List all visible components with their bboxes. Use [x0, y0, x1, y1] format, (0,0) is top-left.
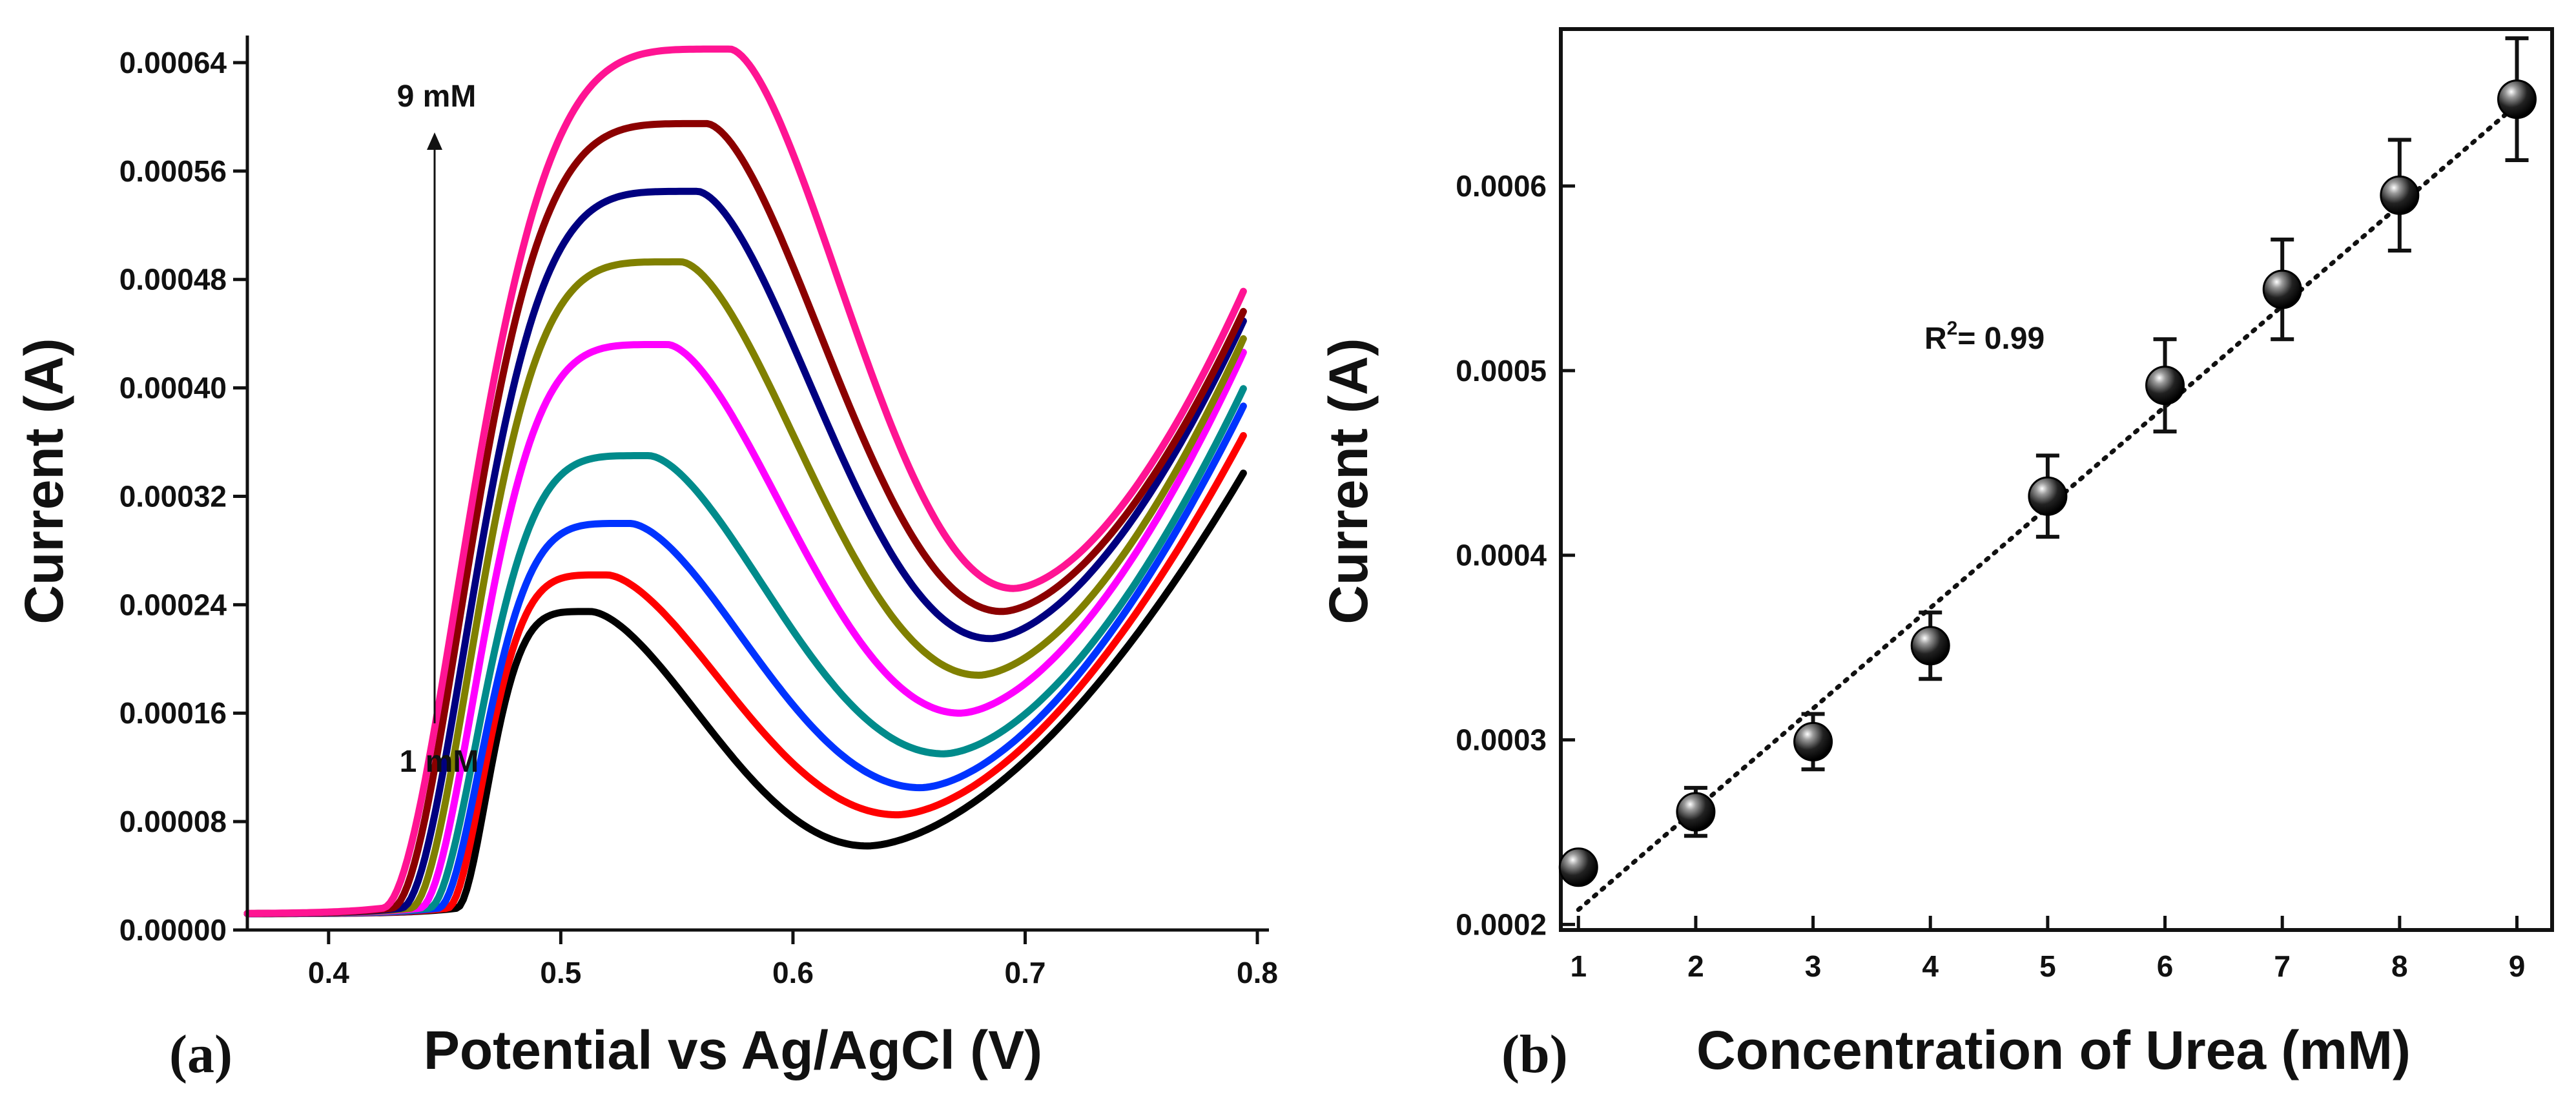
chart-b-x-ticks: 1 2 3 4 5 6 7 8 9 — [1570, 916, 2525, 983]
chart-a-x-tick-label: 0.6 — [772, 956, 814, 989]
arrow-bottom-label: 1 mM — [400, 745, 479, 779]
panel-b-label: (b) — [1501, 1024, 1568, 1084]
chart-b-data-point — [2145, 366, 2185, 406]
chart-b-data-point — [2262, 269, 2302, 309]
chart-b-y-tick-label: 0.0003 — [1456, 723, 1547, 757]
chart-a-series-line — [243, 119, 1247, 917]
chart-a-y-tick-label: 0.00016 — [119, 696, 227, 730]
chart-b-x-tick-label: 4 — [1922, 949, 1939, 983]
chart-b-data-point — [1558, 847, 1598, 887]
chart-b-frame — [1559, 27, 2554, 932]
chart-b-data-point — [2380, 175, 2420, 215]
chart-b-y-tick-label: 0.0006 — [1456, 169, 1547, 203]
chart-a-series-line — [243, 187, 1247, 917]
r-squared-symbol: R — [1924, 322, 1947, 356]
chart-a-x-tick-label: 0.7 — [1005, 956, 1046, 989]
chart-a-y-tick-label: 0.00048 — [119, 263, 227, 296]
chart-a-y-tick-label: 0.00000 — [119, 913, 227, 947]
chart-b-data-point — [1910, 626, 1950, 666]
chart-a-series-group — [243, 45, 1247, 918]
chart-b-data-point — [2028, 476, 2068, 516]
chart-a-y-ticks: 0.00000 0.00008 0.00016 0.00024 0.00032 0.000… — [119, 46, 247, 947]
chart-a-x-ticks: 0.4 0.5 0.6 0.7 0.8 — [308, 930, 1278, 989]
chart-b-x-tick-label: 9 — [2509, 949, 2526, 983]
chart-a-x-axis-title: Potential vs Ag/AgCl (V) — [424, 1020, 1042, 1080]
chart-b-data-point — [1676, 792, 1716, 832]
chart-a-series-line — [243, 341, 1247, 918]
chart-b-x-tick-label: 5 — [2039, 949, 2056, 983]
chart-a-series-line — [243, 258, 1247, 918]
chart-a-x-tick-label: 0.8 — [1237, 956, 1278, 989]
chart-a-y-tick-label: 0.00040 — [119, 371, 227, 405]
chart-b-x-tick-label: 6 — [2157, 949, 2174, 983]
chart-b-x-tick-label: 7 — [2274, 949, 2291, 983]
chart-b-x-axis-title: Concentration of Urea (mM) — [1696, 1020, 2411, 1080]
chart-b-y-tick-label: 0.0005 — [1456, 354, 1547, 388]
chart-a-series-line — [243, 432, 1247, 918]
panel-b: 0.0002 0.0003 0.0004 0.0005 0.0006 1 2 3 4 5 6 7 8 9… — [1318, 27, 2554, 1084]
chart-b-data-point — [1793, 721, 1833, 761]
chart-b-x-tick-label: 2 — [1687, 949, 1704, 983]
chart-a-y-tick-label: 0.00024 — [119, 588, 227, 621]
arrow-top-label: 9 mM — [397, 79, 477, 114]
chart-b-x-tick-label: 3 — [1805, 949, 1822, 983]
chart-b-x-tick-label: 1 — [1570, 949, 1587, 983]
chart-b-y-tick-label: 0.0002 — [1456, 907, 1547, 941]
chart-a-y-tick-label: 0.00008 — [119, 805, 227, 838]
chart-b-points-group — [1558, 36, 2537, 887]
r-squared-value: = 0.99 — [1957, 322, 2045, 356]
chart-a-y-axis-title: Current (A) — [14, 338, 74, 624]
chart-b-x-tick-label: 8 — [2391, 949, 2408, 983]
chart-a-x-tick-label: 0.4 — [308, 956, 349, 989]
chart-b-data-point — [2497, 79, 2537, 119]
chart-a-x-tick-label: 0.5 — [540, 956, 581, 989]
chart-a-series-line — [243, 402, 1247, 918]
chart-a-y-tick-label: 0.00032 — [119, 479, 227, 513]
chart-a-y-tick-label: 0.00064 — [119, 46, 227, 79]
chart-b-y-ticks: 0.0002 0.0003 0.0004 0.0005 0.0006 — [1456, 169, 1575, 941]
panel-a-label: (a) — [169, 1024, 232, 1084]
r-squared-superscript: 2 — [1947, 318, 1958, 339]
chart-a-series-line — [243, 45, 1247, 917]
panel-a: 0.00000 0.00008 0.00016 0.00024 0.00032 0.000… — [14, 36, 1278, 1084]
concentration-arrow-head — [427, 132, 442, 150]
chart-b-y-tick-label: 0.0004 — [1456, 539, 1547, 572]
chart-a-y-tick-label: 0.00056 — [119, 154, 227, 188]
r-squared-annotation: R2= 0.99 — [1924, 318, 2045, 356]
chart-b-y-axis-title: Current (A) — [1318, 338, 1379, 624]
